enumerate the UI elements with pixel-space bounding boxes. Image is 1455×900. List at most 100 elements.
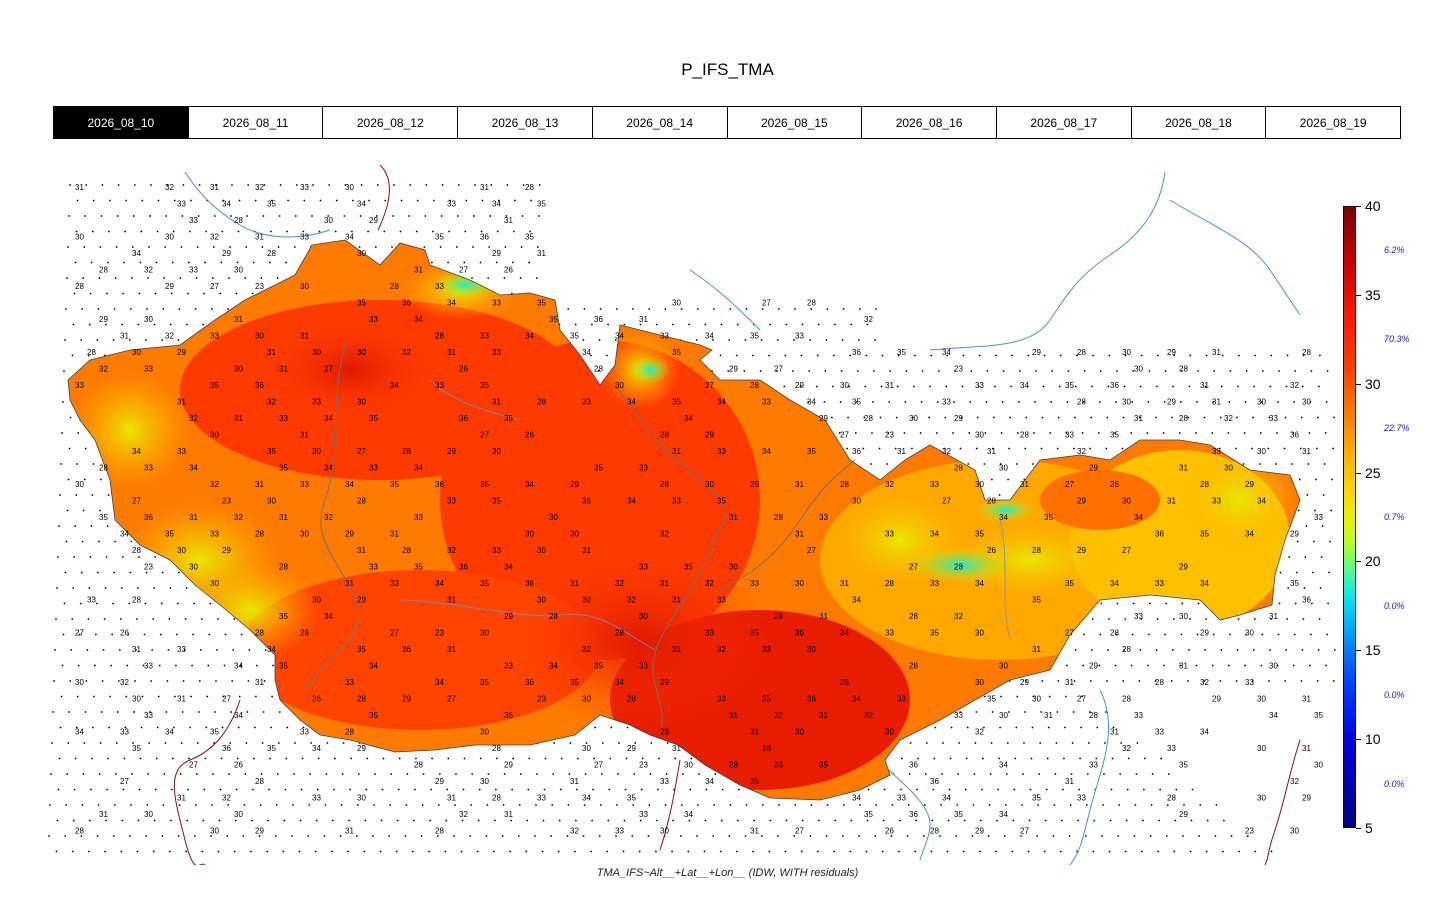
station-value-label: 23 (144, 563, 153, 572)
date-tab-2026_08_14[interactable]: 2026_08_14 (592, 107, 728, 138)
date-tab-2026_08_15[interactable]: 2026_08_15 (727, 107, 863, 138)
station-dot (1025, 416, 1028, 419)
station-dot (124, 230, 126, 233)
station-value-label: 28 (954, 464, 963, 473)
station-dot (1074, 416, 1076, 419)
station-dot (769, 819, 772, 822)
date-tab-2026_08_11[interactable]: 2026_08_11 (188, 107, 324, 138)
station-value-label: 27 (447, 695, 456, 704)
station-value-label: 28 (840, 480, 849, 489)
station-value-label: 34 (1200, 728, 1209, 737)
station-dot (100, 478, 102, 481)
station-dot (254, 726, 256, 729)
station-dot (438, 773, 441, 775)
station-dot (174, 695, 176, 698)
station-dot (198, 680, 201, 682)
station-dot (1296, 540, 1299, 543)
station-dot (1319, 587, 1322, 589)
station-dot (601, 742, 604, 744)
station-dot (982, 757, 984, 760)
station-dot (801, 819, 804, 822)
station-dot (1078, 788, 1080, 791)
station-value-label: 35 (750, 332, 759, 341)
station-dot (1044, 819, 1047, 822)
station-dot (105, 819, 107, 822)
station-dot (698, 773, 700, 775)
station-value-label: 30 (480, 777, 489, 786)
station-dot (891, 804, 894, 806)
station-dot (1244, 664, 1246, 667)
station-dot (1297, 509, 1300, 512)
station-value-label: 27 (1122, 546, 1131, 555)
station-value-label: 33 (414, 513, 423, 522)
date-tab-2026_08_13[interactable]: 2026_08_13 (458, 107, 593, 138)
station-value-label: 35 (267, 744, 276, 753)
station-dot (302, 726, 305, 729)
station-value-label: 33 (279, 414, 288, 423)
station-value-label: 36 (525, 678, 534, 687)
station-dot (85, 184, 88, 186)
station-dot (1026, 385, 1029, 388)
station-value-label: 34 (447, 299, 456, 308)
station-dot (77, 664, 80, 667)
station-dot (347, 850, 349, 853)
station-value-label: 34 (930, 530, 939, 539)
station-value-label: 35 (1065, 381, 1074, 390)
station-value-label: 29 (345, 530, 354, 539)
station-dot (1053, 804, 1056, 806)
station-dot (201, 850, 204, 853)
date-tab-2026_08_17[interactable]: 2026_08_17 (996, 107, 1132, 138)
station-dot (154, 556, 157, 558)
station-dot (906, 835, 909, 837)
station-dot (846, 447, 848, 450)
station-dot (977, 385, 980, 388)
station-dot (196, 246, 199, 248)
station-dot (95, 633, 97, 636)
station-dot (351, 230, 353, 233)
station-value-label: 29 (165, 282, 174, 291)
station-dot (1047, 726, 1050, 729)
station-dot (163, 277, 166, 279)
date-tab-2026_08_12[interactable]: 2026_08_12 (323, 107, 459, 138)
station-value-label: 31 (447, 645, 456, 654)
station-dot (80, 339, 83, 341)
date-tab-2026_08_10[interactable]: 2026_08_10 (54, 107, 189, 138)
station-dot (703, 850, 706, 853)
station-value-label: 29 (1020, 678, 1029, 687)
station-dot (471, 277, 473, 279)
station-dot (334, 757, 336, 760)
station-dot (420, 835, 423, 837)
station-dot (214, 711, 216, 713)
station-value-label: 33 (480, 332, 489, 341)
station-dot (168, 618, 171, 620)
station-dot (193, 835, 196, 837)
station-value-label: 28 (234, 216, 243, 225)
station-dot (1318, 618, 1321, 620)
station-dot (1191, 788, 1194, 791)
station-dot (1324, 432, 1327, 434)
station-value-label: 35 (930, 629, 939, 638)
station-value-label: 30 (1245, 629, 1254, 638)
station-value-label: 32 (459, 810, 468, 819)
station-dot (469, 835, 472, 837)
station-value-label: 31 (267, 348, 276, 357)
station-dot (674, 757, 676, 760)
date-tab-2026_08_18[interactable]: 2026_08_18 (1131, 107, 1267, 138)
station-dot (1326, 633, 1328, 636)
date-tab-2026_08_16[interactable]: 2026_08_16 (862, 107, 997, 138)
station-dot (1048, 695, 1051, 698)
station-value-label: 32 (1290, 381, 1299, 390)
station-value-label: 31 (210, 183, 219, 192)
station-dot (971, 835, 974, 837)
station-value-label: 26 (120, 629, 129, 638)
station-value-label: 33 (717, 447, 726, 456)
station-dot (1189, 618, 1191, 620)
station-value-label: 30 (672, 299, 681, 308)
date-tab-2026_08_19[interactable]: 2026_08_19 (1266, 107, 1401, 138)
station-dot (233, 850, 236, 853)
station-dot (432, 230, 434, 233)
station-dot (639, 323, 642, 326)
station-value-label: 27 (1065, 480, 1074, 489)
station-dot (1222, 850, 1224, 853)
station-dot (1073, 447, 1075, 450)
